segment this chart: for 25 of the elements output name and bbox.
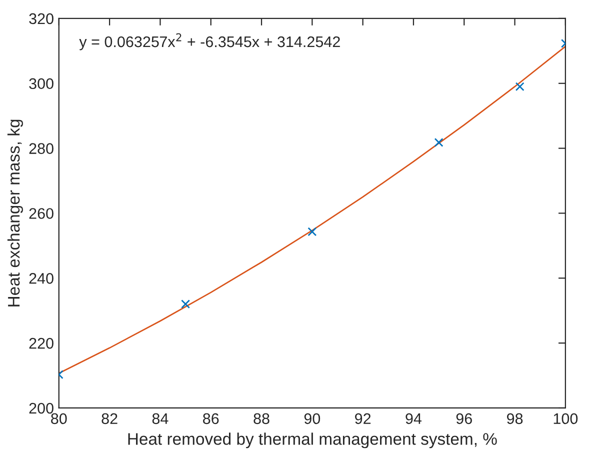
x-tick-label: 100	[554, 413, 578, 424]
y-axis-title: Heat exchanger mass, kg	[7, 120, 23, 306]
x-axis-title: Heat removed by thermal management system, %	[128, 432, 497, 448]
x-tick-label: 92	[355, 413, 371, 424]
point	[181, 300, 190, 309]
x-tick-label: 96	[456, 413, 472, 424]
x-tick-label: 88	[254, 413, 270, 424]
x-tick-label: 98	[507, 413, 523, 424]
y-tick-label: 320	[29, 13, 54, 24]
y-tick-label: 300	[29, 78, 54, 90]
annotation: y = 0.063257x$^{2}$ + -6.3545x + 314.2542	[79, 33, 340, 50]
x-tick-label: 90	[304, 413, 320, 424]
y-tick-label: 260	[29, 208, 54, 219]
y-tick-label: 240	[29, 273, 54, 284]
x-tick-label: 80	[51, 413, 67, 424]
point	[434, 138, 444, 147]
point	[308, 227, 317, 236]
x-tick-label: 82	[102, 413, 118, 424]
y-tick-label: 200	[29, 402, 54, 414]
x-tick-label: 94	[406, 413, 422, 424]
x-tick-label: 84	[152, 413, 168, 424]
point	[515, 82, 524, 92]
x-tick-label: 86	[203, 413, 219, 424]
y-tick-label: 220	[29, 338, 54, 349]
y-tick-label: 280	[29, 143, 54, 154]
